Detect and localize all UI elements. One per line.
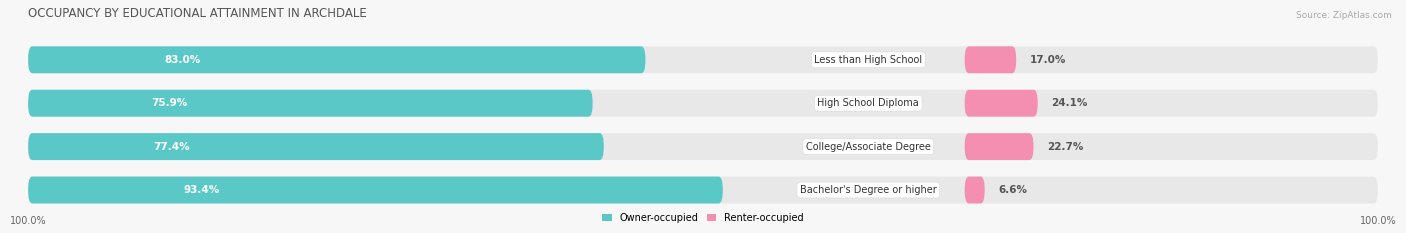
Text: 17.0%: 17.0% [1031, 55, 1066, 65]
Text: OCCUPANCY BY EDUCATIONAL ATTAINMENT IN ARCHDALE: OCCUPANCY BY EDUCATIONAL ATTAINMENT IN A… [28, 7, 367, 20]
FancyBboxPatch shape [28, 46, 645, 73]
Text: 93.4%: 93.4% [184, 185, 219, 195]
Legend: Owner-occupied, Renter-occupied: Owner-occupied, Renter-occupied [599, 209, 807, 227]
Text: College/Associate Degree: College/Associate Degree [806, 142, 931, 152]
FancyBboxPatch shape [28, 177, 723, 203]
FancyBboxPatch shape [28, 133, 1378, 160]
Text: Less than High School: Less than High School [814, 55, 922, 65]
Text: Bachelor's Degree or higher: Bachelor's Degree or higher [800, 185, 936, 195]
Text: 100.0%: 100.0% [10, 216, 46, 226]
FancyBboxPatch shape [965, 177, 984, 203]
Text: 77.4%: 77.4% [153, 142, 190, 152]
Text: 24.1%: 24.1% [1052, 98, 1088, 108]
FancyBboxPatch shape [965, 133, 1033, 160]
FancyBboxPatch shape [28, 90, 1378, 117]
Text: 6.6%: 6.6% [998, 185, 1028, 195]
Text: High School Diploma: High School Diploma [817, 98, 920, 108]
FancyBboxPatch shape [28, 46, 1378, 73]
FancyBboxPatch shape [965, 46, 1017, 73]
Text: 22.7%: 22.7% [1047, 142, 1084, 152]
FancyBboxPatch shape [28, 177, 1378, 203]
Text: 83.0%: 83.0% [165, 55, 201, 65]
FancyBboxPatch shape [28, 90, 592, 117]
Text: 75.9%: 75.9% [150, 98, 187, 108]
Text: 100.0%: 100.0% [1360, 216, 1396, 226]
Text: Source: ZipAtlas.com: Source: ZipAtlas.com [1296, 11, 1392, 20]
FancyBboxPatch shape [28, 133, 603, 160]
FancyBboxPatch shape [965, 90, 1038, 117]
